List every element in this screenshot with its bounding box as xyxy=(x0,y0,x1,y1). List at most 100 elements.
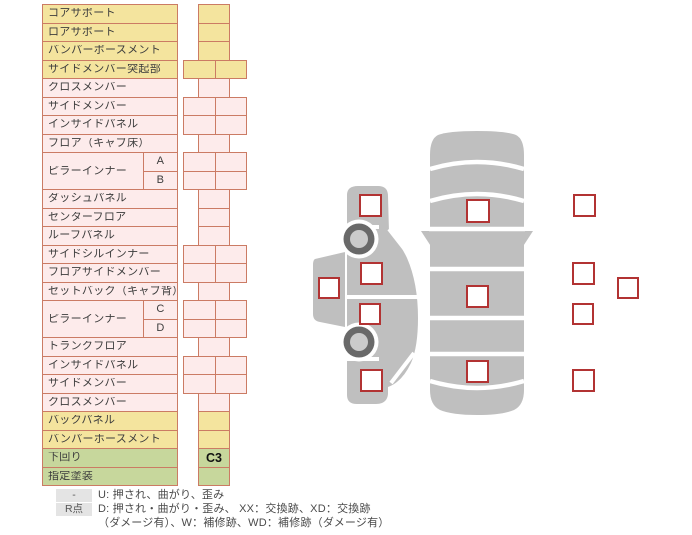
part-label: サイドメンバー突起部 xyxy=(48,63,161,75)
damage-code-cell[interactable] xyxy=(215,96,247,116)
damage-code-cell[interactable] xyxy=(198,22,230,42)
damage-code-cell[interactable] xyxy=(183,96,216,116)
damage-code-cell[interactable] xyxy=(183,374,216,394)
part-label: フロア（キャブ床） xyxy=(48,137,150,149)
legend-symbol: - xyxy=(56,489,92,502)
part-row: サイドメンバー突起部 xyxy=(42,59,178,79)
damage-marker-left-view-front-fender[interactable] xyxy=(359,194,382,217)
part-label: バンパーホースメント xyxy=(48,433,161,445)
part-label: 下回り xyxy=(48,452,82,464)
damage-code-cell[interactable] xyxy=(198,189,230,209)
part-row: サイドメンバー xyxy=(42,374,178,394)
damage-marker-right-view-rear-fender[interactable] xyxy=(572,369,595,392)
part-row: ロアサポート xyxy=(42,22,178,42)
damage-marker-top-view-front[interactable] xyxy=(466,199,490,223)
part-row: 指定塗装 xyxy=(42,466,178,486)
damage-code-cell[interactable]: C3 xyxy=(198,448,230,468)
part-row: セットバック（キャブ背） xyxy=(42,281,178,301)
damage-code-cell[interactable] xyxy=(215,263,247,283)
damage-code-cell[interactable] xyxy=(198,466,230,486)
part-row: ピラーインナー C D xyxy=(42,300,178,338)
damage-code-cell[interactable] xyxy=(183,300,216,320)
top-view-section-lines xyxy=(429,159,525,391)
part-label: サイドメンバー xyxy=(48,378,128,390)
damage-code-cell[interactable] xyxy=(215,244,247,264)
damage-marker-left-view-rear-door[interactable] xyxy=(359,303,381,325)
damage-code-cell[interactable] xyxy=(198,41,230,61)
damage-code-cell[interactable] xyxy=(198,4,230,24)
car-diagram xyxy=(311,131,533,415)
damage-code-cell[interactable] xyxy=(183,170,216,190)
damage-code-cell[interactable] xyxy=(215,355,247,375)
damage-code-cell[interactable] xyxy=(198,411,230,431)
damage-marker-right-view-rear-door[interactable] xyxy=(572,303,594,325)
part-row: バックパネル xyxy=(42,411,178,431)
damage-code-cell[interactable] xyxy=(183,59,216,79)
damage-marker-top-view-roof[interactable] xyxy=(466,285,489,308)
damage-marker-right-view-front-door[interactable] xyxy=(572,262,595,285)
part-label: ダッシュパネル xyxy=(48,193,128,205)
part-label: ピラーインナー xyxy=(48,313,128,325)
legend-symbol: R点 xyxy=(56,503,92,516)
damage-code-cell[interactable] xyxy=(183,318,216,338)
damage-marker-right-view-side-sill[interactable] xyxy=(617,277,639,299)
part-label: フロアサイドメンバー xyxy=(48,267,161,279)
part-sub-label: C xyxy=(144,301,177,320)
part-row: バンパーボースメント xyxy=(42,41,178,61)
part-label: サイドシルインナー xyxy=(48,248,150,260)
damage-code-cell[interactable] xyxy=(215,59,247,79)
damage-code-cell[interactable] xyxy=(215,170,247,190)
damage-marker-left-view-rear-fender[interactable] xyxy=(360,369,383,392)
part-label: センターフロア xyxy=(48,211,127,223)
part-label: クロスメンバー xyxy=(48,396,128,408)
part-row: バンパーホースメント xyxy=(42,429,178,449)
part-label: バックパネル xyxy=(48,415,116,427)
legend-row: R点 D: 押され・曲がり・歪み、 XX：交換跡、XD：交換跡 xyxy=(56,503,390,516)
legend: - U: 押され、曲がり、歪み R点 D: 押され・曲がり・歪み、 XX：交換跡、XD… xyxy=(56,489,390,531)
legend-text: （ダメージ有）、W：補修跡、WD：補修跡（ダメージ有） xyxy=(98,517,390,529)
left-mirror-icon xyxy=(421,231,434,251)
damage-marker-left-view-front-door[interactable] xyxy=(360,262,383,285)
legend-text: D: 押され・曲がり・歪み、 XX：交換跡、XD：交換跡 xyxy=(98,503,371,515)
part-label: バンパーボースメント xyxy=(48,45,161,57)
damage-code-cell[interactable] xyxy=(183,263,216,283)
damage-code-cell[interactable] xyxy=(198,337,230,357)
part-label: ロアサポート xyxy=(48,26,116,38)
part-row: フロアサイドメンバー xyxy=(42,263,178,283)
part-sub-label: A xyxy=(144,153,177,172)
damage-code-cell[interactable] xyxy=(198,78,230,98)
damage-code-cell[interactable] xyxy=(198,281,230,301)
part-label: コアサポート xyxy=(48,8,116,20)
damage-code-cell[interactable] xyxy=(215,115,247,135)
damage-code-cell[interactable] xyxy=(183,355,216,375)
damage-code-cell[interactable] xyxy=(215,300,247,320)
part-label: インサイドパネル xyxy=(48,359,139,371)
damage-code-cell[interactable] xyxy=(183,152,216,172)
damage-code-cell[interactable] xyxy=(198,392,230,412)
top-view xyxy=(421,131,533,415)
part-sub-label: D xyxy=(156,321,165,334)
damage-marker-right-view-front-fender[interactable] xyxy=(573,194,596,217)
damage-code-cell[interactable] xyxy=(183,115,216,135)
part-label: インサイドパネル xyxy=(48,119,139,131)
part-row: ルーフパネル xyxy=(42,226,178,246)
top-view-body xyxy=(430,131,524,415)
part-row: インサイドパネル xyxy=(42,355,178,375)
damage-code-cell[interactable] xyxy=(198,429,230,449)
part-row: ダッシュパネル xyxy=(42,189,178,209)
damage-code-cell[interactable] xyxy=(215,318,247,338)
damage-marker-left-view-side-sill[interactable] xyxy=(318,277,340,299)
damage-code-cell[interactable] xyxy=(183,244,216,264)
damage-code-cell[interactable] xyxy=(198,133,230,153)
damage-code-cell[interactable] xyxy=(215,152,247,172)
part-row: フロア（キャブ床） xyxy=(42,133,178,153)
damage-code-cell[interactable] xyxy=(198,207,230,227)
part-label: ルーフパネル xyxy=(48,230,116,242)
damage-marker-top-view-rear[interactable] xyxy=(466,360,489,383)
damage-code-cell[interactable] xyxy=(215,374,247,394)
damage-code-cell[interactable] xyxy=(198,226,230,246)
part-row: インサイドパネル xyxy=(42,115,178,135)
part-label: ピラーインナー xyxy=(48,165,128,177)
